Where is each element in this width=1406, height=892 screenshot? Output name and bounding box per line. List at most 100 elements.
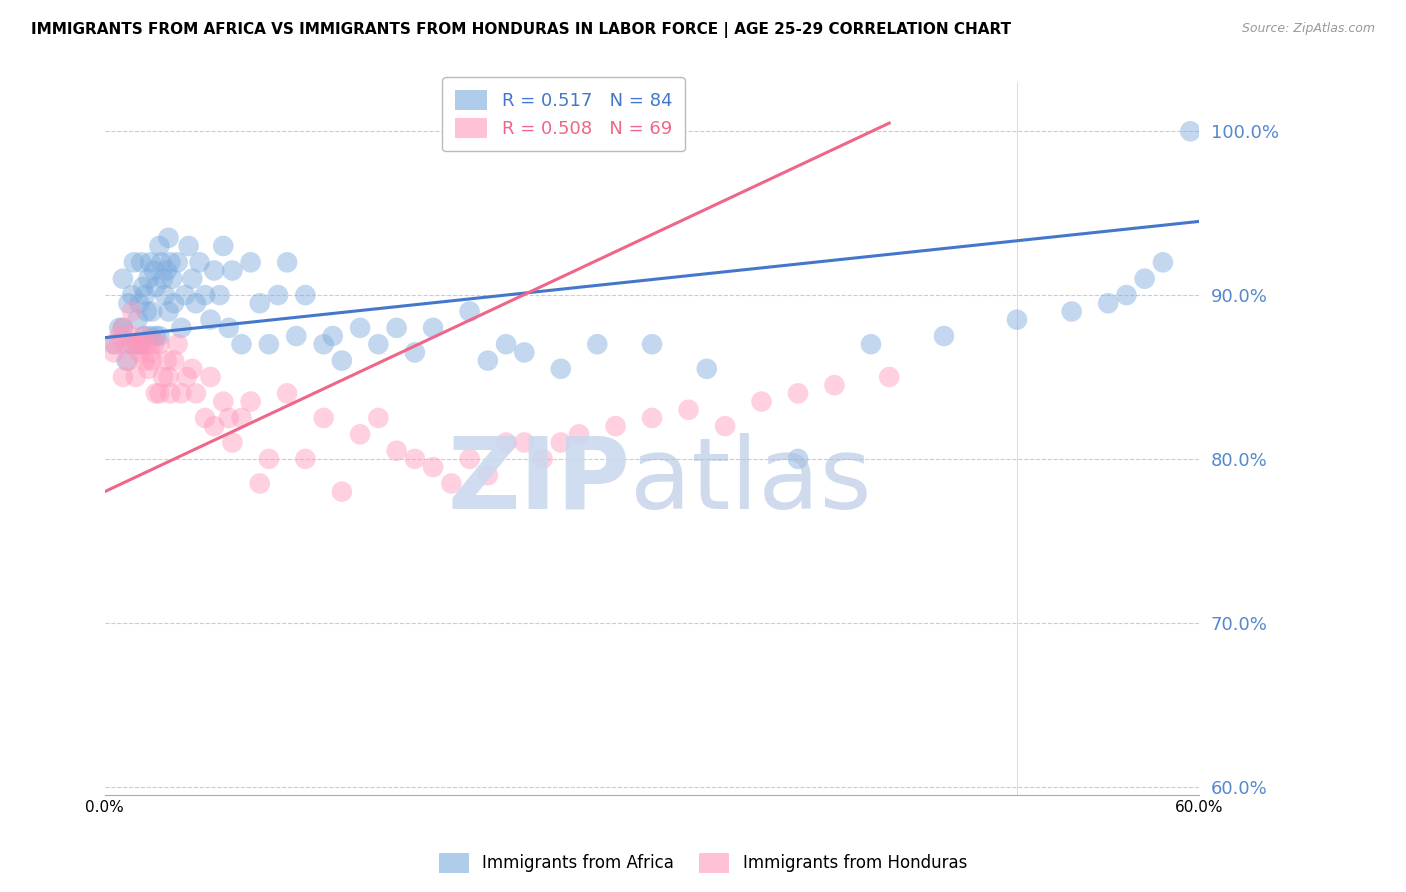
Point xyxy=(276,255,298,269)
Point xyxy=(349,427,371,442)
Point xyxy=(104,337,127,351)
Point xyxy=(129,255,152,269)
Point xyxy=(641,411,664,425)
Point xyxy=(212,239,235,253)
Point xyxy=(714,419,737,434)
Point xyxy=(156,263,179,277)
Point xyxy=(163,353,186,368)
Point xyxy=(330,484,353,499)
Point xyxy=(159,255,181,269)
Text: atlas: atlas xyxy=(630,433,872,530)
Point xyxy=(111,271,134,285)
Point xyxy=(267,288,290,302)
Point xyxy=(156,353,179,368)
Point xyxy=(513,345,536,359)
Point xyxy=(513,435,536,450)
Point xyxy=(166,255,188,269)
Point xyxy=(132,280,155,294)
Point xyxy=(135,337,157,351)
Point xyxy=(586,337,609,351)
Point xyxy=(568,427,591,442)
Point xyxy=(176,370,198,384)
Text: Source: ZipAtlas.com: Source: ZipAtlas.com xyxy=(1241,22,1375,36)
Point xyxy=(166,337,188,351)
Point xyxy=(787,386,810,401)
Point xyxy=(367,411,389,425)
Point xyxy=(174,288,197,302)
Point xyxy=(477,468,499,483)
Point xyxy=(440,476,463,491)
Point xyxy=(294,288,316,302)
Point xyxy=(1180,124,1202,138)
Point xyxy=(139,329,162,343)
Point xyxy=(550,361,572,376)
Point xyxy=(134,288,156,302)
Point xyxy=(117,296,139,310)
Point xyxy=(128,296,150,310)
Point xyxy=(1133,271,1156,285)
Point xyxy=(276,386,298,401)
Point xyxy=(181,271,204,285)
Point xyxy=(696,361,718,376)
Point xyxy=(477,353,499,368)
Point xyxy=(184,386,207,401)
Point xyxy=(184,296,207,310)
Point xyxy=(121,304,143,318)
Point xyxy=(1115,288,1137,302)
Point xyxy=(129,337,152,351)
Point xyxy=(1005,312,1028,326)
Point xyxy=(128,345,150,359)
Point xyxy=(138,271,160,285)
Point xyxy=(142,337,165,351)
Point xyxy=(531,451,554,466)
Legend: Immigrants from Africa, Immigrants from Honduras: Immigrants from Africa, Immigrants from … xyxy=(433,847,973,880)
Point xyxy=(249,476,271,491)
Point xyxy=(1060,304,1083,318)
Point xyxy=(458,451,481,466)
Legend: R = 0.517   N = 84, R = 0.508   N = 69: R = 0.517 N = 84, R = 0.508 N = 69 xyxy=(441,77,685,151)
Point xyxy=(294,451,316,466)
Point xyxy=(218,411,240,425)
Point xyxy=(111,370,134,384)
Point xyxy=(139,345,162,359)
Point xyxy=(148,329,170,343)
Point xyxy=(1097,296,1119,310)
Point xyxy=(751,394,773,409)
Point xyxy=(142,263,165,277)
Point xyxy=(330,353,353,368)
Point xyxy=(148,386,170,401)
Point xyxy=(103,345,125,359)
Point xyxy=(221,435,243,450)
Point xyxy=(678,402,700,417)
Point xyxy=(117,353,139,368)
Point xyxy=(122,337,145,351)
Point xyxy=(257,337,280,351)
Point xyxy=(157,304,180,318)
Point xyxy=(111,321,134,335)
Point xyxy=(641,337,664,351)
Point xyxy=(605,419,627,434)
Point xyxy=(138,361,160,376)
Point xyxy=(200,370,222,384)
Point xyxy=(202,263,225,277)
Point xyxy=(141,304,163,318)
Point xyxy=(111,321,134,335)
Point xyxy=(181,361,204,376)
Point xyxy=(231,411,253,425)
Point xyxy=(200,312,222,326)
Point xyxy=(787,451,810,466)
Point xyxy=(877,370,900,384)
Point xyxy=(139,255,162,269)
Point xyxy=(157,370,180,384)
Point xyxy=(152,370,174,384)
Point xyxy=(177,239,200,253)
Point xyxy=(194,411,217,425)
Point xyxy=(121,337,143,351)
Point xyxy=(221,263,243,277)
Point xyxy=(212,394,235,409)
Point xyxy=(170,386,193,401)
Point xyxy=(159,386,181,401)
Point xyxy=(122,255,145,269)
Point xyxy=(859,337,882,351)
Point xyxy=(135,304,157,318)
